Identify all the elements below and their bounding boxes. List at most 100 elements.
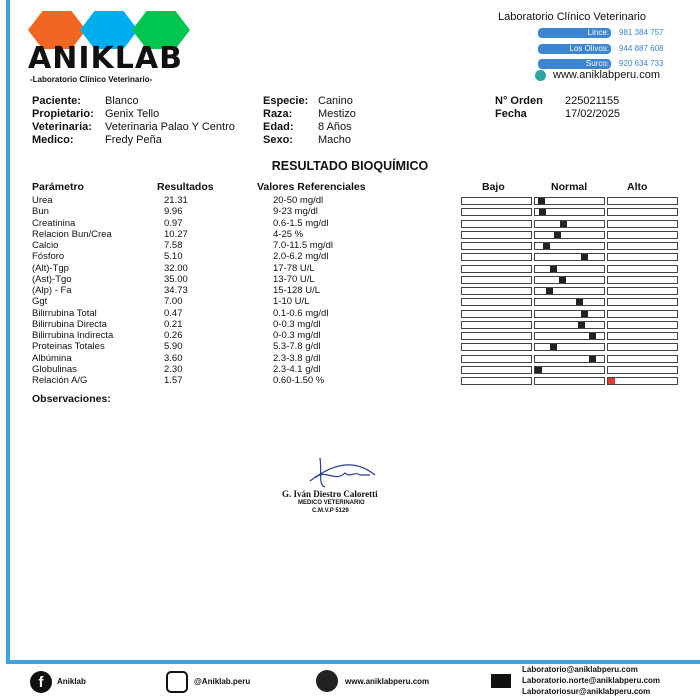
normal-box — [534, 287, 605, 295]
footer-website[interactable]: www.aniklabperu.com — [345, 677, 430, 686]
result-value: 34.73 — [164, 285, 188, 296]
table-row: Urea 21.31 20-50 mg/dl — [0, 195, 700, 206]
branch-0-phone[interactable]: 981 384 757 — [619, 28, 664, 37]
normal-box — [534, 309, 605, 318]
reference-range: 1-10 U/L — [273, 296, 310, 308]
footer-instagram[interactable]: @Aniklab.peru — [194, 677, 251, 686]
reference-range: 17-78 U/L — [273, 262, 315, 274]
logo-hex-green — [132, 11, 190, 49]
parameter-name: (Alt)-Tgp — [32, 262, 69, 274]
parameter-name: Creatinina — [32, 217, 76, 229]
brand-name: ANIKLAB — [28, 41, 183, 76]
reference-range: 13-70 U/L — [273, 273, 315, 285]
normal-box — [534, 354, 605, 363]
table-row: Albúmina 3.60 2.3-3.8 g/dl — [0, 353, 700, 364]
table-row: Globulinas 2.30 2.3-4.1 g/dl — [0, 364, 700, 375]
patient-label: Paciente: — [32, 95, 81, 107]
signature-name: G. Iván Diestro Caloretti — [282, 489, 378, 499]
normal-box — [534, 365, 605, 374]
reference-range: 4-25 % — [273, 228, 304, 240]
signature-scribble — [309, 457, 376, 488]
table-row: Relación A/G 1.57 0.60-1.50 % — [0, 375, 700, 386]
page-border — [6, 0, 700, 664]
alto-box — [607, 332, 678, 340]
alto-box — [607, 219, 678, 228]
bajo-box — [461, 365, 532, 374]
bajo-box — [461, 377, 532, 385]
bajo-box — [461, 253, 532, 262]
result-value: 0.97 — [164, 217, 183, 229]
branch-1-label: Los Olivos: — [538, 43, 611, 54]
bajo-box — [461, 242, 532, 250]
instagram-icon[interactable] — [166, 671, 188, 693]
patient-value: Blanco — [105, 95, 139, 107]
lab-title: Laboratorio Clínico Veterinario — [498, 11, 646, 23]
footer-email-3[interactable]: Laboratoriosur@aniklabperu.com — [522, 687, 651, 696]
normal-marker — [539, 209, 547, 216]
branch-2-label: Surco: — [538, 59, 611, 69]
normal-box — [534, 197, 605, 205]
result-value: 3.60 — [164, 352, 183, 364]
footer-facebook[interactable]: Aniklab — [57, 677, 86, 686]
patient-label: Edad: — [263, 121, 294, 133]
normal-marker — [550, 265, 558, 272]
patient-value: Genix Tello — [105, 108, 160, 120]
reference-range: 0-0.3 mg/dl — [273, 330, 321, 341]
normal-marker — [553, 231, 561, 238]
table-row: Calcio 7.58 7.0-11.5 mg/dl — [0, 240, 700, 251]
result-value: 1.57 — [164, 375, 183, 386]
result-value: 2.30 — [164, 363, 183, 375]
patient-value: Mestizo — [318, 108, 356, 120]
bajo-box — [461, 219, 532, 228]
normal-box — [534, 219, 605, 228]
alto-box — [607, 343, 678, 352]
bajo-box — [461, 309, 532, 318]
alto-box — [607, 242, 678, 250]
normal-box — [534, 264, 605, 273]
parameter-name: Ggt — [32, 296, 48, 308]
parameter-name: (Alp) - Fa — [32, 285, 72, 296]
result-value: 21.31 — [164, 195, 188, 206]
footer-email-1[interactable]: Laboratorio@aniklabperu.com — [522, 665, 638, 674]
normal-box — [534, 253, 605, 262]
brand-subtitle: -Laboratorio Clínico Veterinario- — [30, 75, 153, 84]
branch-1-phone[interactable]: 944 887 608 — [619, 43, 664, 53]
parameter-name: (Ast)-Tgo — [32, 273, 72, 285]
patient-label: Raza: — [263, 108, 293, 120]
header-website[interactable]: www.aniklabperu.com — [553, 69, 660, 81]
result-value: 5.90 — [164, 341, 183, 353]
result-value: 7.58 — [164, 240, 183, 251]
bajo-box — [461, 230, 532, 239]
normal-box — [534, 230, 605, 239]
result-value: 32.00 — [164, 262, 188, 274]
normal-marker — [558, 276, 566, 283]
reference-range: 20-50 mg/dl — [273, 195, 324, 206]
branch-2-phone[interactable]: 920 634 733 — [619, 59, 664, 68]
result-value: 0.47 — [164, 307, 183, 319]
normal-marker — [578, 321, 586, 328]
signature-role: MEDICO VETERINARIO — [298, 500, 365, 506]
parameter-name: Relacion Bun/Crea — [32, 228, 112, 240]
alto-box — [607, 197, 678, 205]
reference-range: 7.0-11.5 mg/dl — [273, 240, 334, 251]
footer-email-2[interactable]: Laboratorio.norte@aniklabperu.com — [522, 676, 661, 685]
report-title: RESULTADO BIOQUÍMICO — [271, 159, 429, 173]
normal-box — [534, 343, 605, 352]
facebook-icon[interactable]: f — [30, 671, 52, 693]
normal-marker — [588, 333, 596, 339]
patient-value: Fredy Peña — [105, 134, 162, 146]
table-row: (Ast)-Tgo 35.00 13-70 U/L — [0, 274, 700, 285]
header-resultados: Resultados — [157, 181, 214, 193]
normal-marker — [545, 288, 553, 294]
table-row: Creatinina 0.97 0.6-1.5 mg/dl — [0, 218, 700, 229]
parameter-name: Calcio — [32, 240, 59, 251]
reference-range: 9-23 mg/dl — [273, 206, 318, 218]
patient-label: Fecha — [495, 108, 527, 120]
www-globe-icon — [316, 670, 338, 692]
parameter-name: Bilirrubina Directa — [32, 318, 107, 330]
parameter-name: Bilirrubina Indirecta — [32, 330, 114, 341]
alto-box — [607, 365, 678, 374]
patient-value: 17/02/2025 — [565, 108, 621, 120]
patient-value: 8 Años — [318, 121, 352, 133]
alto-box — [607, 208, 678, 217]
